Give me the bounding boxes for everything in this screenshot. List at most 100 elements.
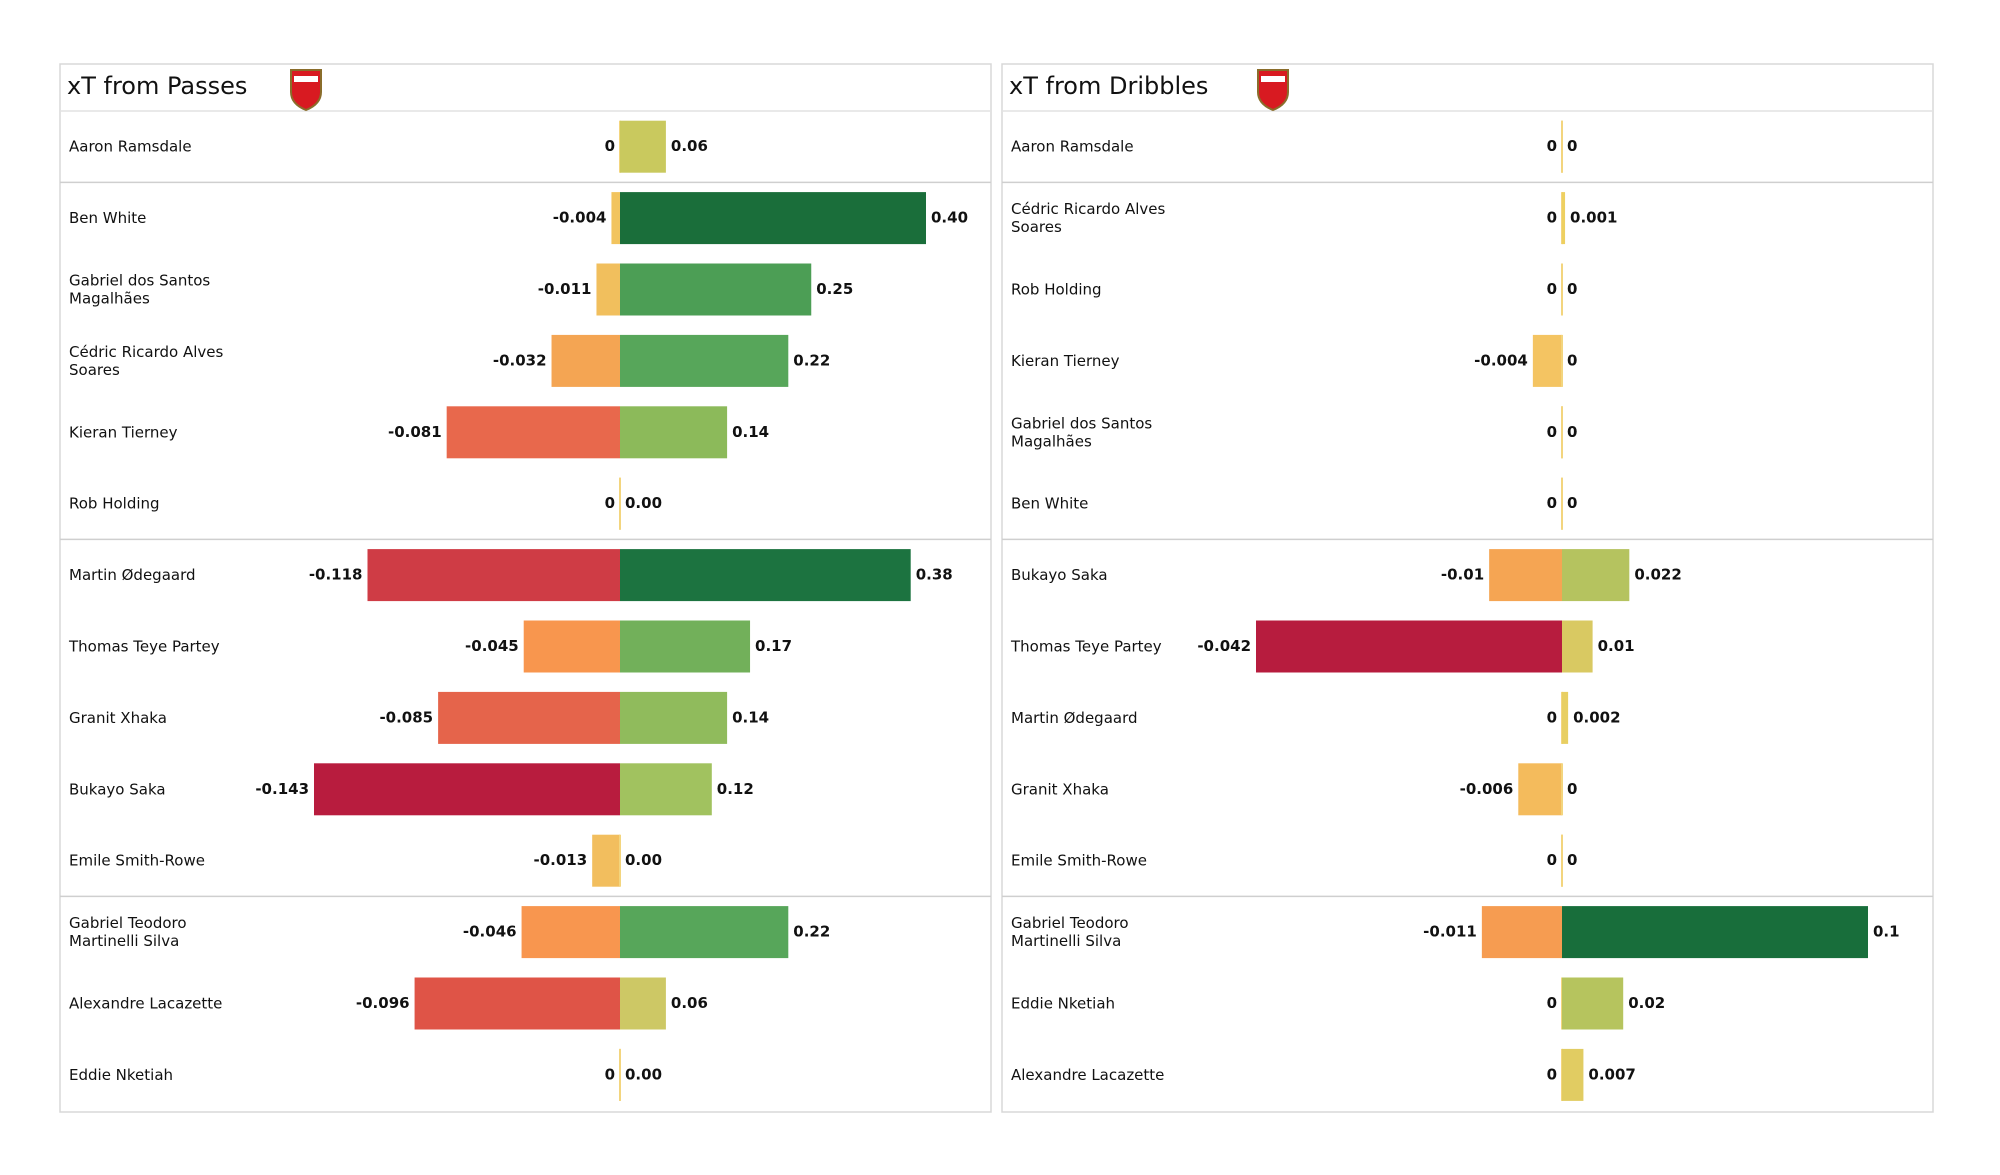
logo bbox=[290, 69, 322, 112]
value-label: 0.022 bbox=[1634, 566, 1681, 584]
player-name: Emile Smith-Rowe bbox=[69, 851, 205, 869]
value-label: 0.25 bbox=[816, 280, 853, 298]
value-label: 0 bbox=[1547, 994, 1557, 1012]
value-label: 0.06 bbox=[671, 994, 708, 1012]
bar bbox=[592, 834, 620, 887]
value-label: -0.013 bbox=[534, 851, 588, 869]
player-name: Thomas Teye Partey bbox=[68, 637, 220, 655]
player-name: Martin Ødegaard bbox=[69, 566, 196, 584]
value-label: 0.17 bbox=[755, 637, 792, 655]
player-name: Ben White bbox=[69, 209, 146, 227]
value-label: 0 bbox=[1567, 280, 1577, 298]
bar bbox=[620, 120, 666, 173]
value-label: 0 bbox=[1567, 494, 1577, 512]
value-label: 0 bbox=[1547, 137, 1557, 155]
bar bbox=[1481, 906, 1562, 959]
player-name: Gabriel dos Santos Magalhães bbox=[1011, 414, 1152, 450]
value-label: -0.01 bbox=[1441, 566, 1484, 584]
bar bbox=[438, 691, 620, 744]
player-name: Martin Ødegaard bbox=[1011, 708, 1138, 726]
value-label: 0.22 bbox=[793, 351, 830, 369]
value-label: 0.00 bbox=[625, 851, 662, 869]
player-name: Gabriel dos Santos Magalhães bbox=[69, 271, 210, 307]
value-label: 0.14 bbox=[732, 708, 769, 726]
bar bbox=[1562, 192, 1566, 245]
player-name: Alexandre Lacazette bbox=[1011, 1065, 1164, 1083]
bar bbox=[1256, 620, 1562, 673]
bar bbox=[1562, 691, 1569, 744]
player-name: Gabriel Teodoro Martinelli Silva bbox=[1011, 914, 1129, 950]
bar bbox=[414, 977, 620, 1030]
bar bbox=[620, 549, 911, 602]
player-name: Aaron Ramsdale bbox=[69, 137, 192, 155]
panel: xT from Dribbles Aaron Ramsdale Cédric Ric… bbox=[1001, 63, 1934, 1113]
bar bbox=[1561, 334, 1563, 387]
value-label: 0 bbox=[1547, 423, 1557, 441]
value-label: 0 bbox=[605, 494, 615, 512]
value-label: 0 bbox=[1567, 780, 1577, 798]
player-name: Bukayo Saka bbox=[1011, 566, 1108, 584]
bar bbox=[1561, 763, 1563, 816]
bar bbox=[620, 334, 789, 387]
bar bbox=[1561, 263, 1563, 316]
player-name: Granit Xhaka bbox=[1011, 780, 1109, 798]
bar bbox=[620, 192, 926, 245]
bar bbox=[1561, 406, 1563, 459]
bar bbox=[619, 1048, 621, 1101]
value-label: 0 bbox=[1567, 137, 1577, 155]
value-label: -0.032 bbox=[493, 351, 547, 369]
bar bbox=[1561, 477, 1563, 530]
value-label: -0.045 bbox=[465, 637, 519, 655]
value-label: 0.01 bbox=[1598, 637, 1635, 655]
bar bbox=[619, 477, 621, 530]
player-name: Bukayo Saka bbox=[69, 780, 166, 798]
panel-frame bbox=[1001, 63, 1934, 1113]
value-label: -0.011 bbox=[1423, 923, 1477, 941]
player-name: Gabriel Teodoro Martinelli Silva bbox=[69, 914, 187, 950]
bar bbox=[620, 620, 751, 673]
value-label: 0 bbox=[1567, 851, 1577, 869]
bar bbox=[1562, 620, 1593, 673]
panel-title: xT from Dribbles bbox=[1009, 72, 1208, 100]
value-label: 0 bbox=[1547, 708, 1557, 726]
player-name: Cédric Ricardo Alves Soares bbox=[1011, 200, 1166, 236]
value-label: 0.22 bbox=[793, 923, 830, 941]
bar bbox=[1561, 120, 1563, 173]
bar bbox=[620, 763, 712, 816]
value-label: -0.096 bbox=[356, 994, 410, 1012]
value-label: -0.011 bbox=[538, 280, 592, 298]
value-label: -0.004 bbox=[553, 209, 607, 227]
bar bbox=[1562, 549, 1630, 602]
bar bbox=[620, 906, 789, 959]
bar bbox=[314, 763, 620, 816]
player-name: Rob Holding bbox=[1011, 280, 1102, 298]
value-label: 0 bbox=[1567, 351, 1577, 369]
bar bbox=[620, 263, 812, 316]
panel-title: xT from Passes bbox=[67, 72, 247, 100]
player-name: Cédric Ricardo Alves Soares bbox=[69, 342, 224, 378]
value-label: 0.06 bbox=[671, 137, 708, 155]
bar bbox=[1532, 334, 1562, 387]
bar bbox=[1562, 977, 1624, 1030]
value-label: -0.081 bbox=[388, 423, 442, 441]
value-label: 0.007 bbox=[1588, 1065, 1635, 1083]
value-label: 0 bbox=[1547, 851, 1557, 869]
player-name: Rob Holding bbox=[69, 494, 160, 512]
player-name: Kieran Tierney bbox=[1011, 351, 1120, 369]
value-label: -0.004 bbox=[1474, 351, 1528, 369]
value-label: 0 bbox=[1547, 1065, 1557, 1083]
value-label: 0.40 bbox=[931, 209, 968, 227]
panel-frame bbox=[59, 63, 992, 1113]
value-label: 0.1 bbox=[1873, 923, 1900, 941]
value-label: 0 bbox=[1547, 280, 1557, 298]
value-label: 0.001 bbox=[1570, 209, 1617, 227]
value-label: 0.002 bbox=[1573, 708, 1620, 726]
value-label: -0.085 bbox=[379, 708, 433, 726]
player-name: Eddie Nketiah bbox=[1011, 994, 1115, 1012]
player-name: Eddie Nketiah bbox=[69, 1065, 173, 1083]
bar bbox=[1489, 549, 1562, 602]
value-label: 0 bbox=[1547, 494, 1557, 512]
bar bbox=[619, 834, 621, 887]
